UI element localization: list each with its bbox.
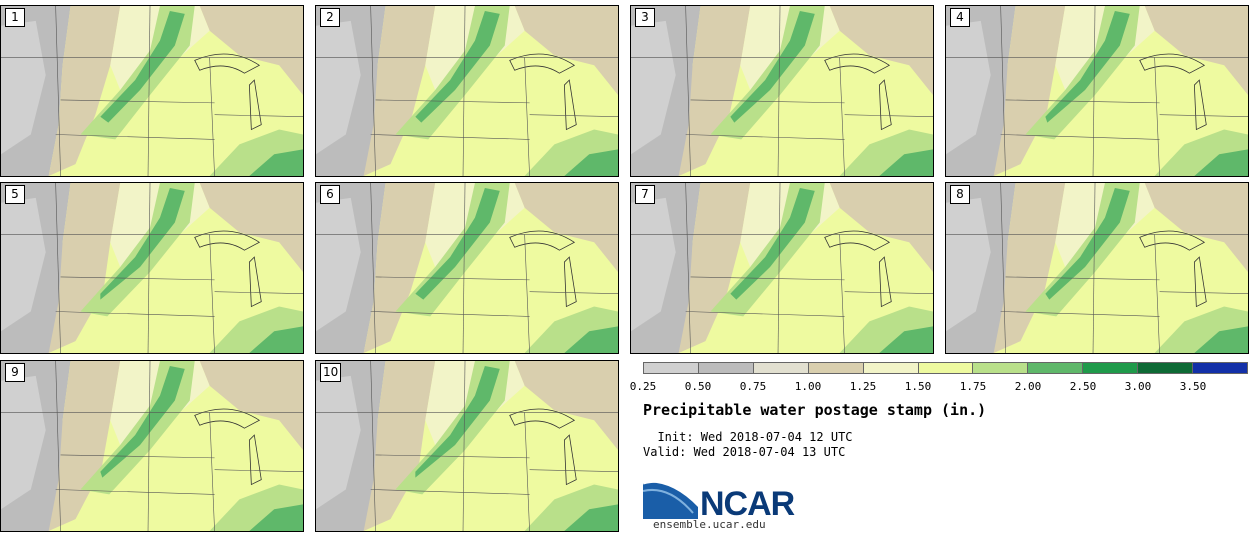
panel-number: 3	[635, 8, 655, 27]
legend-swatch-3	[807, 362, 863, 374]
map-panel-3: 3	[630, 5, 934, 177]
legend-swatch-4	[862, 362, 918, 374]
legend-tick-label: 1.75	[959, 380, 987, 393]
legend-tick-label: 0.50	[684, 380, 712, 393]
valid-time: Valid: Wed 2018-07-04 13 UTC	[643, 445, 846, 459]
legend-tick-label: 2.00	[1014, 380, 1042, 393]
map-panel-10: 10	[315, 360, 619, 532]
legend-swatch-0	[643, 362, 698, 374]
legend-tick-label: 0.25	[629, 380, 657, 393]
legend-ticks: 0.25 0.50 0.75 1.00 1.25 1.50 1.75 2.00 2.50 3.00…	[630, 380, 1248, 394]
legend-tick-label: 1.50	[904, 380, 932, 393]
legend-swatch-9	[1137, 362, 1193, 374]
ncar-wordmark: NCAR	[700, 485, 795, 523]
ncar-logo	[643, 479, 703, 519]
legend-swatch-7	[1027, 362, 1083, 374]
map-panel-6: 6	[315, 182, 619, 354]
legend-swatch-8	[1082, 362, 1138, 374]
map-panel-4: 4	[945, 5, 1249, 177]
panel-number: 6	[320, 185, 340, 204]
logo-url: ensemble.ucar.edu	[653, 518, 766, 531]
figure-title: Precipitable water postage stamp (in.)	[643, 401, 987, 419]
legend-tick-label: 1.00	[794, 380, 822, 393]
map-panel-7: 7	[630, 182, 934, 354]
init-time: Init: Wed 2018-07-04 12 UTC	[643, 430, 853, 444]
legend-tick-label: 1.25	[849, 380, 877, 393]
legend-tick-label: 3.00	[1124, 380, 1152, 393]
panel-number: 1	[5, 8, 25, 27]
legend-tick-label: 0.75	[739, 380, 767, 393]
panel-number: 9	[5, 363, 25, 382]
map-panel-1: 1	[0, 5, 304, 177]
legend-swatch-10	[1192, 362, 1248, 374]
panel-number: 10	[320, 363, 342, 382]
legend-swatch-1	[697, 362, 753, 374]
legend-tick-label: 3.50	[1179, 380, 1207, 393]
map-panel-5: 5	[0, 182, 304, 354]
legend-swatch-5	[917, 362, 973, 374]
panel-number: 7	[635, 185, 655, 204]
panel-number: 4	[950, 8, 970, 27]
map-panel-9: 9	[0, 360, 304, 532]
legend-swatch-6	[972, 362, 1028, 374]
legend-tick-label: 2.50	[1069, 380, 1097, 393]
color-legend	[643, 362, 1248, 374]
map-panel-8: 8	[945, 182, 1249, 354]
map-panel-2: 2	[315, 5, 619, 177]
panel-number: 5	[5, 185, 25, 204]
legend-swatch-2	[752, 362, 808, 374]
panel-number: 8	[950, 185, 970, 204]
panel-number: 2	[320, 8, 340, 27]
